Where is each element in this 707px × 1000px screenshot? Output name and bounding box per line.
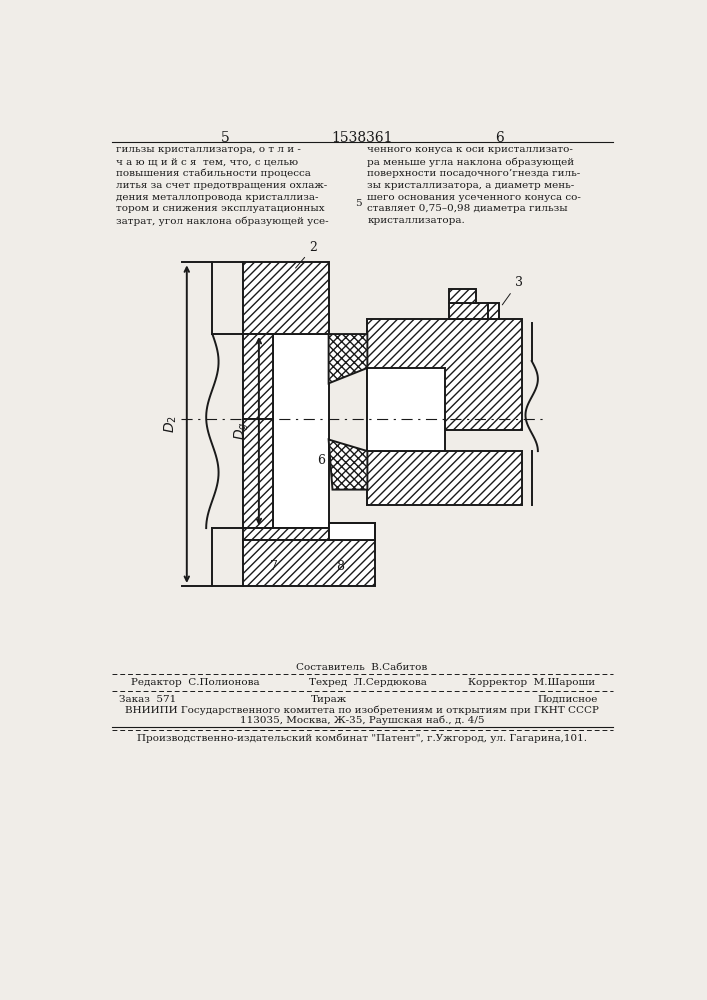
Bar: [449, 289, 476, 303]
Polygon shape: [329, 440, 368, 490]
Bar: [243, 528, 329, 540]
Text: 2: 2: [296, 241, 317, 268]
Text: ВНИИПИ Государственного комитета по изобретениям и открытиям при ГКНТ СССР: ВНИИПИ Государственного комитета по изоб…: [125, 706, 599, 715]
Text: Подписное: Подписное: [538, 695, 598, 704]
Bar: [329, 523, 375, 540]
Text: 8: 8: [337, 560, 344, 573]
Text: 4: 4: [390, 429, 399, 442]
Text: Редактор  С.Полионова: Редактор С.Полионова: [131, 678, 259, 687]
Polygon shape: [329, 334, 368, 383]
Bar: [368, 319, 522, 430]
Text: 5: 5: [355, 199, 361, 208]
Text: $D_g$: $D_g$: [233, 422, 251, 440]
Bar: [273, 334, 329, 528]
Text: Тираж: Тираж: [310, 695, 346, 704]
Text: Техред  Л.Сердюкова: Техред Л.Сердюкова: [309, 678, 427, 687]
Text: 3: 3: [502, 276, 522, 305]
Bar: [368, 368, 445, 451]
Text: 113035, Москва, Ж-35, Раушская наб., д. 4/5: 113035, Москва, Ж-35, Раушская наб., д. …: [240, 716, 484, 725]
Text: 5: 5: [221, 131, 230, 145]
Bar: [243, 334, 273, 419]
Text: Производственно-издательский комбинат "Патент", г.Ужгород, ул. Гагарина,101.: Производственно-издательский комбинат "П…: [137, 734, 587, 743]
Text: ченного конуса к оси кристаллизато-
ра меньше угла наклона образующей
поверхност: ченного конуса к оси кристаллизато- ра м…: [368, 145, 581, 225]
Text: Заказ  571: Заказ 571: [119, 695, 177, 704]
Text: 6: 6: [317, 454, 325, 467]
Text: Корректор  М.Шароши: Корректор М.Шароши: [468, 678, 595, 687]
Text: 1: 1: [410, 398, 418, 411]
Text: $D_2$: $D_2$: [163, 415, 179, 433]
Bar: [243, 540, 375, 586]
Text: Составитель  В.Сабитов: Составитель В.Сабитов: [296, 663, 428, 672]
Text: гильзы кристаллизатора, о т л и -
ч а ю щ и й с я  тем, что, с целью
повышения с: гильзы кристаллизатора, о т л и - ч а ю …: [115, 145, 328, 226]
Bar: [243, 262, 329, 334]
Text: 6: 6: [495, 131, 503, 145]
Bar: [488, 303, 499, 319]
Text: 7: 7: [271, 560, 279, 573]
Text: 5: 5: [340, 458, 348, 471]
Bar: [368, 451, 522, 505]
Bar: [449, 303, 488, 319]
Text: 1538361: 1538361: [331, 131, 392, 145]
Bar: [243, 419, 273, 528]
